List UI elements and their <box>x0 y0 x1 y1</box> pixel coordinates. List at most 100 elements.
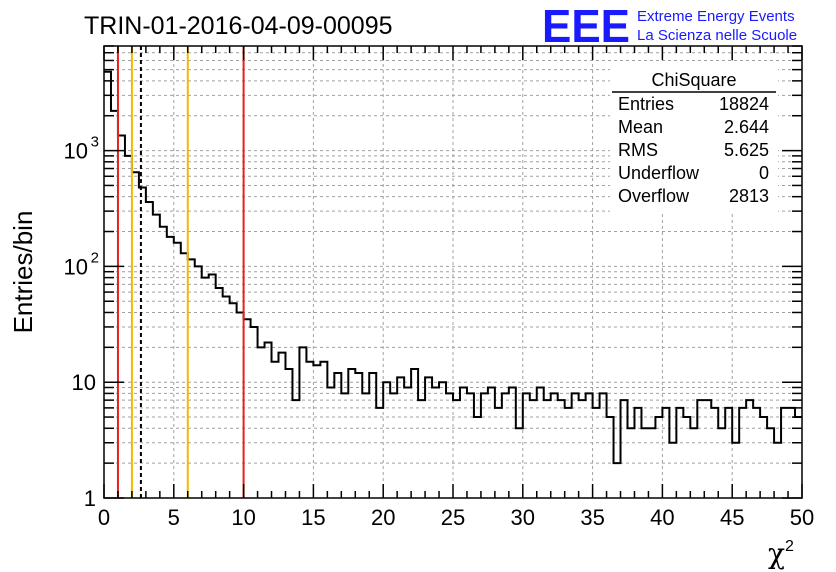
histogram-bin <box>167 237 174 498</box>
histogram-bin <box>425 377 432 498</box>
x-tick-label: 50 <box>790 505 814 530</box>
y-tick-label-base: 10 <box>64 139 88 164</box>
x-tick-label: 20 <box>371 505 395 530</box>
histogram-bin <box>244 319 251 498</box>
histogram-bin <box>676 408 683 498</box>
histogram-bin <box>404 387 411 498</box>
histogram-bin <box>453 400 460 498</box>
histogram-bin <box>160 227 167 498</box>
histogram-bin <box>362 393 369 498</box>
stats-row-label: RMS <box>618 140 658 160</box>
x-tick-label: 30 <box>511 505 535 530</box>
x-axis-title-sup: 2 <box>785 538 794 555</box>
histogram-bin <box>439 382 446 498</box>
histogram-bin <box>216 288 223 498</box>
histogram-bin <box>209 275 216 498</box>
histogram-bin <box>725 408 732 498</box>
x-axis-title-base: χ <box>768 537 785 570</box>
histogram-bin <box>565 408 572 498</box>
histogram-bin <box>655 417 662 498</box>
histogram-bin <box>523 393 530 498</box>
histogram-bin <box>306 362 313 498</box>
histogram-bin <box>432 387 439 498</box>
histogram-bin <box>697 400 704 498</box>
histogram-bin <box>313 365 320 498</box>
stats-row-value: 2813 <box>729 186 769 206</box>
histogram-bin <box>781 408 788 498</box>
histogram-bin <box>495 408 502 498</box>
histogram-bin <box>279 353 286 498</box>
histogram-bin <box>292 400 299 498</box>
x-tick-label: 0 <box>98 505 110 530</box>
histogram-bin <box>174 243 181 498</box>
y-tick-label-base: 10 <box>64 254 88 279</box>
histogram-bin <box>788 408 795 498</box>
histogram-bin <box>558 400 565 498</box>
histogram-bin <box>251 327 258 498</box>
histogram-bin <box>607 417 614 498</box>
histogram-bin <box>383 382 390 498</box>
y-tick-label: 10 3 <box>64 134 99 164</box>
histogram-bin <box>272 362 279 498</box>
histogram-bin <box>683 417 690 498</box>
histogram-bin <box>669 443 676 498</box>
reference-lines <box>116 46 245 498</box>
histogram-bin <box>355 373 362 498</box>
x-tick-label: 5 <box>168 505 180 530</box>
histogram-bin <box>481 393 488 498</box>
histogram-bin <box>132 172 139 498</box>
histogram-bin <box>299 347 306 498</box>
histogram-bin <box>460 387 467 498</box>
histogram-bin <box>369 373 376 498</box>
histogram-bin <box>509 387 516 498</box>
histogram-bin <box>376 408 383 498</box>
stats-row-label: Entries <box>618 94 674 114</box>
x-tick-label: 15 <box>301 505 325 530</box>
histogram-bin <box>530 400 537 498</box>
histogram-bin <box>390 393 397 498</box>
histogram-bin <box>125 156 132 498</box>
eee-logo-line2: La Scienza nelle Scuole <box>637 27 797 44</box>
histogram-bin <box>195 266 202 498</box>
histogram-bin <box>600 393 607 498</box>
y-tick-label-sup: 3 <box>91 134 99 151</box>
histogram-bin <box>544 400 551 498</box>
histogram-bin <box>711 408 718 498</box>
histogram-bin <box>146 202 153 498</box>
stats-row-label: Mean <box>618 117 663 137</box>
histogram-bin <box>551 393 558 498</box>
histogram-bin <box>467 393 474 498</box>
histogram-bin <box>704 400 711 498</box>
histogram-bin <box>767 428 774 498</box>
stats-box-name: ChiSquare <box>651 70 736 90</box>
histogram-bin <box>739 408 746 498</box>
histogram-bin <box>488 387 495 498</box>
histogram-bin <box>634 408 641 498</box>
histogram-bin <box>348 369 355 498</box>
y-tick-label-base: 10 <box>72 370 96 395</box>
histogram-bin <box>446 393 453 498</box>
histogram-bin <box>662 408 669 498</box>
histogram-bin <box>516 428 523 498</box>
histogram-bin <box>572 393 579 498</box>
histogram-bin <box>586 393 593 498</box>
histogram-bin <box>628 428 635 498</box>
stats-row-label: Underflow <box>618 163 700 183</box>
histogram-bin <box>593 408 600 498</box>
axes-frame <box>103 45 803 499</box>
stats-row-label: Overflow <box>618 186 690 206</box>
stats-row-value: 2.644 <box>724 117 769 137</box>
histogram-bin <box>202 278 209 498</box>
x-tick-label: 45 <box>720 505 744 530</box>
histogram-bin <box>411 369 418 498</box>
stats-row-value: 0 <box>759 163 769 183</box>
stats-box: ChiSquare Entries 18824 Mean 2.644 RMS 5.625 U… <box>610 64 778 214</box>
histogram-bin <box>397 377 404 498</box>
eee-logo-line1: Extreme Energy Events <box>637 8 795 25</box>
histogram-bin <box>153 215 160 498</box>
histogram-bin <box>474 417 481 498</box>
histogram-bin <box>648 428 655 498</box>
y-tick-label-base: 1 <box>84 486 96 511</box>
